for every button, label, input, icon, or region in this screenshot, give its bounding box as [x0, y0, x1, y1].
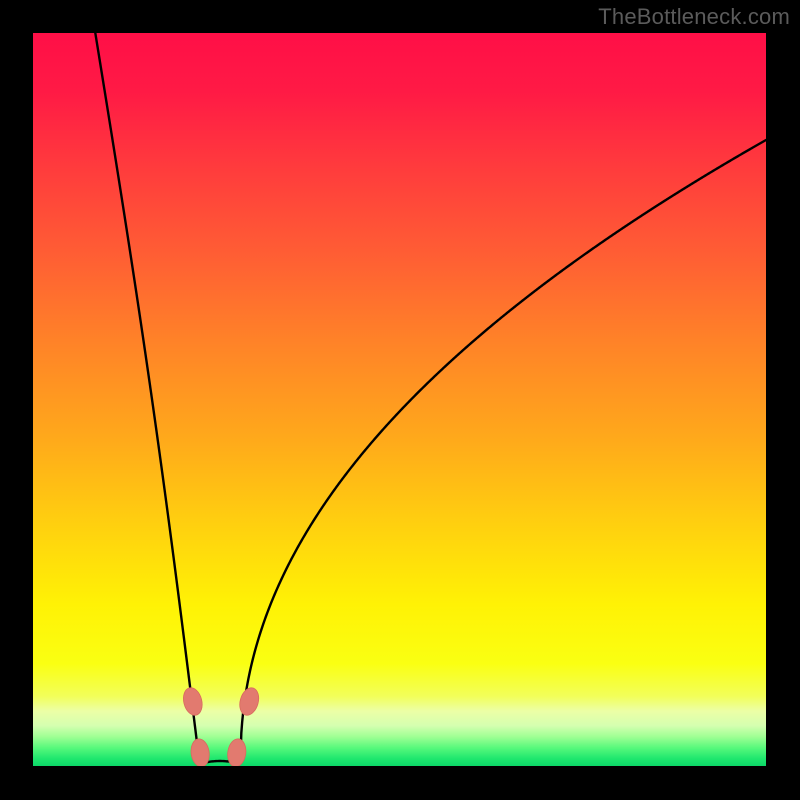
chart-frame: TheBottleneck.com: [0, 0, 800, 800]
bottleneck-curve-chart: [0, 0, 800, 800]
watermark-text: TheBottleneck.com: [598, 4, 790, 30]
gradient-background: [33, 33, 766, 766]
